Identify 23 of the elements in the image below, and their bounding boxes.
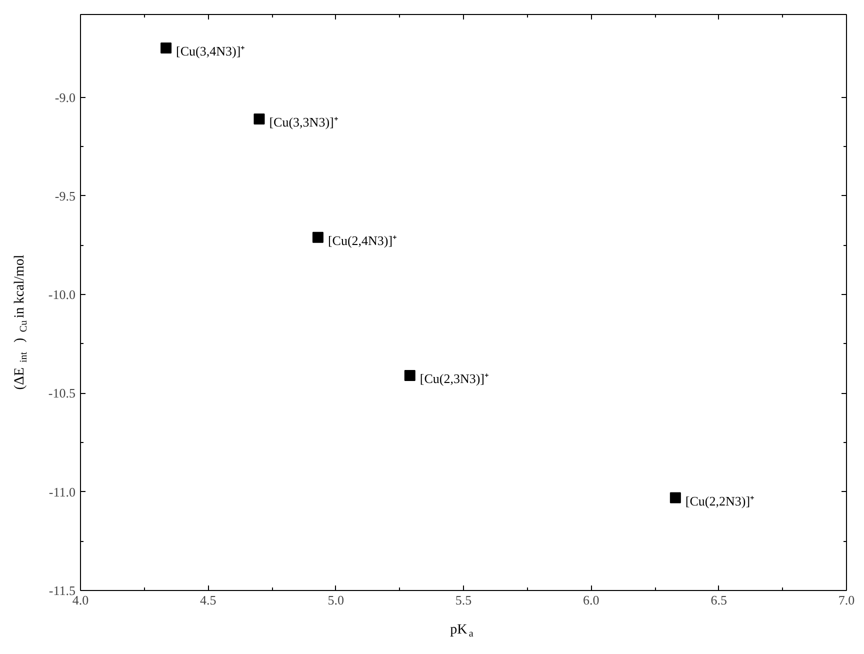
- y-axis-title: (ΔEint)Cu in kcal/mol: [12, 254, 30, 390]
- point: [254, 114, 265, 125]
- annotation: [Cu(2,3N3)]⁺: [420, 370, 489, 386]
- point: [160, 42, 172, 54]
- annotation: [Cu(2,4N3)]⁺: [328, 232, 397, 248]
- point: [404, 370, 416, 381]
- y-tick-label: -9.5: [54, 188, 76, 204]
- point: [312, 232, 324, 243]
- x-tick-label: 5.5: [455, 592, 472, 608]
- annotation: [Cu(3,3N3)]⁺: [269, 114, 338, 130]
- point: [670, 492, 681, 504]
- x-tick-label: 7.0: [838, 592, 855, 608]
- x-tick-label: 6.0: [583, 592, 600, 608]
- y-tick-label: -10.5: [48, 386, 76, 401]
- x-tick-label: 4.5: [200, 592, 216, 608]
- y-tick-label: -11.0: [48, 484, 76, 500]
- x-tick-label: 5.0: [328, 592, 344, 608]
- y-tick-label: -10.0: [48, 287, 76, 302]
- annotation: [Cu(3,4N3)]⁺: [176, 44, 245, 59]
- y-tick-label: -11.5: [48, 583, 76, 598]
- x-tick-label: 6.5: [710, 592, 727, 608]
- y-tick-label: -9.0: [54, 90, 76, 105]
- annotation: [Cu(2,2N3)]⁺: [685, 493, 754, 508]
